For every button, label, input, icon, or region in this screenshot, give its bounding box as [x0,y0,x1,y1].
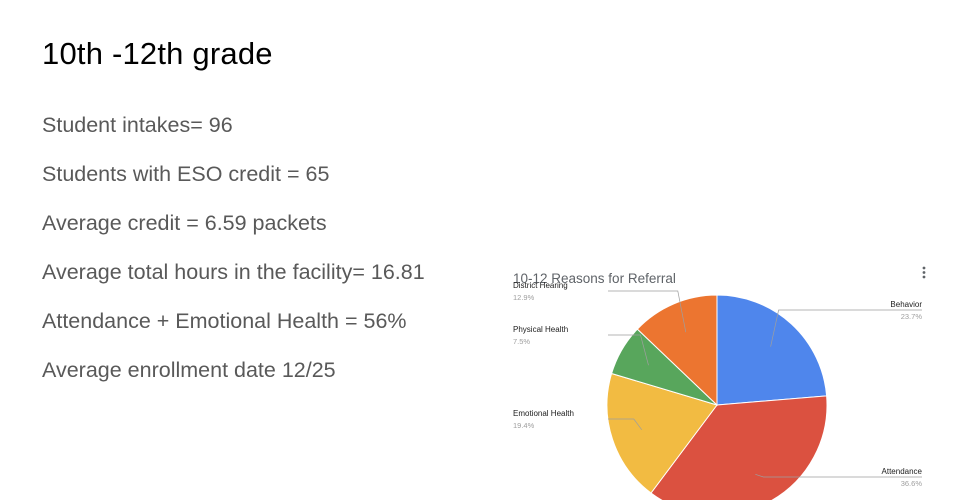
stat-enrollment-date: Average enrollment date 12/25 [42,358,336,382]
pie-slice-attendance[interactable] [650,395,828,500]
slice-label-percent: 23.7% [901,312,923,321]
slice-label-percent: 19.4% [513,421,535,430]
stat-average-credit: Average credit = 6.59 packets [42,211,327,235]
pie-slice-emotional-health[interactable] [606,372,718,494]
slice-label-percent: 7.5% [513,337,530,346]
pie-chart-card: 10-12 Reasons for Referral Behavior 23.7%… [500,255,942,500]
slice-label-name: District Hearing [513,281,568,290]
slice-label-percent: 12.9% [513,293,535,302]
stat-attendance-emotional: Attendance + Emotional Health = 56% [42,309,407,333]
stat-eso-credit: Students with ESO credit = 65 [42,162,330,186]
slice-label-percent: 36.6% [901,479,923,488]
stat-average-hours: Average total hours in the facility= 16.… [42,260,425,284]
label-leader-line [770,309,922,347]
pie-slices [606,294,828,500]
slice-label-name: Emotional Health [513,409,574,418]
pie-slice-behavior[interactable] [716,294,828,406]
label-leader-line [608,290,687,333]
more-vert-icon[interactable] [918,263,930,283]
label-leader-line [755,473,922,478]
pie-chart: 10-12 Reasons for Referral Behavior 23.7%… [513,263,930,500]
slide-title: 10th -12th grade [42,36,273,71]
slice-label-name: Physical Health [513,325,568,334]
slice-label-name: Attendance [882,467,923,476]
stat-student-intakes: Student intakes= 96 [42,113,233,137]
pie-slice-district-hearing[interactable] [636,294,718,407]
slice-label-name: Behavior [890,300,922,309]
pie-labels: Behavior 23.7% Attendance 36.6% Emotional He… [513,281,923,488]
label-leader-line [608,334,649,366]
stats-list: Student intakes= 96 Students with ESO cr… [42,110,425,404]
chart-title: 10-12 Reasons for Referral [513,271,676,286]
label-leader-line [608,418,643,431]
